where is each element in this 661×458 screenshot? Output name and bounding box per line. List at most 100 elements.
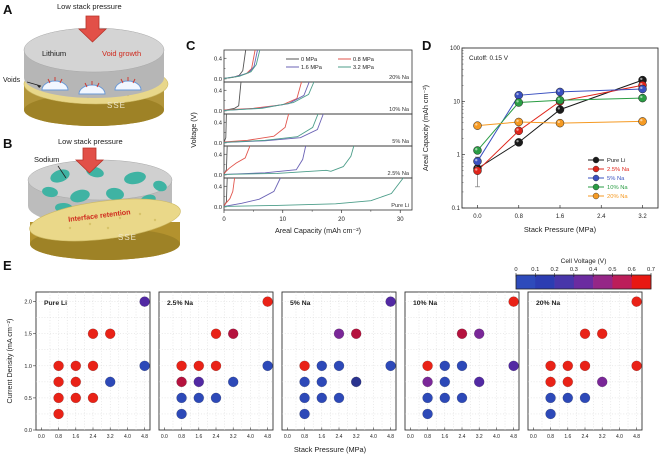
data-point: [473, 166, 482, 175]
x-axis-title: Stack Pressure (MPa): [294, 445, 366, 454]
data-point: [385, 296, 396, 307]
voltage-curve: [223, 145, 251, 174]
colorbar-title: Cell Voltage (V): [561, 258, 607, 265]
data-point: [227, 376, 239, 388]
dendrite-spikes: [47, 77, 136, 88]
x-axis-title: Areal Capacity (mAh cm⁻²): [275, 226, 361, 235]
colorbar-segment: [573, 275, 594, 289]
voltage-curve: [223, 49, 256, 79]
panel-a-void-growth-label: Void growth: [102, 49, 142, 58]
x-tick-label: 3.2: [230, 434, 237, 440]
panel-b-sse-label: SSE: [118, 233, 138, 242]
data-point: [562, 360, 574, 372]
data-point: [70, 360, 82, 372]
data-point: [638, 84, 647, 94]
data-point: [514, 138, 523, 147]
x-tick-label: 4.0: [616, 434, 623, 440]
legend-marker: [592, 156, 600, 164]
data-point: [139, 360, 150, 372]
panel-d-chart: 0.1 1 10 100 0.0 0.8 1.6 2.4 3.2 Cutoff: 0.15 V Pu…: [421, 46, 659, 234]
data-point: [579, 328, 591, 339]
y-axis-title: Areal Capacity (mAh cm⁻²): [421, 85, 430, 171]
data-point: [596, 376, 608, 388]
y-tick-label: 0.4: [214, 56, 223, 62]
colorbar-segment: [593, 275, 613, 289]
data-point: [333, 392, 345, 404]
cutoff-annotation: Cutoff: 0.15 V: [469, 55, 509, 62]
y-tick-label: 0.1: [452, 206, 461, 212]
voltage-curve: [223, 113, 227, 143]
voltage-curve: [223, 145, 355, 175]
x-tick-label: 4.0: [124, 434, 131, 440]
x-tick-label: 1.6: [556, 214, 565, 220]
data-point: [473, 376, 485, 388]
x-tick-label: 0.8: [515, 214, 524, 220]
x-tick-label: 4.8: [387, 434, 394, 440]
x-tick-label: 2.4: [582, 434, 589, 440]
data-point: [631, 360, 642, 372]
subplot-label: 2.5% Na: [388, 171, 410, 177]
data-point: [299, 408, 310, 420]
x-tick-label: 0.8: [547, 434, 554, 440]
y-tick-label: 0.4: [214, 152, 223, 158]
colorbar-segment: [554, 275, 575, 289]
data-point: [350, 328, 362, 339]
data-point: [545, 360, 556, 372]
y-tick-label: 0.0: [214, 173, 222, 179]
colorbar-tick-label: 0.3: [570, 267, 578, 273]
legend-label: 0.8 MPa: [353, 57, 375, 63]
panel-a-sse-label: SSE: [107, 101, 127, 110]
data-point: [53, 392, 64, 404]
subplot-label: 10% Na: [389, 107, 410, 113]
panel-a-art: [23, 15, 169, 126]
data-point: [262, 296, 273, 307]
voltage-curve: [223, 49, 261, 79]
data-point: [439, 360, 451, 372]
data-point: [104, 376, 116, 388]
y-tick-label: 1.5: [24, 332, 32, 338]
plot-frame: [461, 47, 659, 209]
data-point: [193, 376, 205, 388]
data-point: [193, 360, 205, 372]
data-point: [596, 328, 608, 339]
y-tick-label: 2.0: [24, 300, 32, 306]
subplot-label: 5% Na: [392, 139, 410, 145]
data-point: [210, 360, 222, 372]
voltage-curve: [223, 113, 290, 143]
data-point: [545, 408, 556, 420]
data-point: [456, 328, 468, 339]
subplot-label: 20% Na: [389, 75, 410, 81]
pressure-down-arrow-icon: [78, 15, 107, 43]
data-point: [104, 328, 116, 339]
data-point: [299, 376, 310, 388]
voids-pointer-arrow-icon: [26, 81, 42, 88]
x-tick-label: 2.4: [336, 434, 343, 440]
x-tick-label: 2.4: [90, 434, 97, 440]
subplot-label: 5% Na: [290, 300, 311, 307]
x-tick-label: 0.0: [161, 434, 168, 440]
x-tick-label: 4.0: [370, 434, 377, 440]
data-point: [545, 376, 556, 388]
voltage-curve: [223, 145, 307, 175]
data-point: [385, 360, 396, 372]
data-point: [456, 360, 468, 372]
data-point: [176, 408, 187, 420]
panel-c-label: C: [186, 38, 196, 53]
y-tick-label: 0.5: [24, 396, 32, 402]
subplot-label: 20% Na: [536, 300, 560, 307]
data-point: [316, 392, 328, 404]
x-tick-label: 4.8: [264, 434, 271, 440]
data-point: [422, 360, 433, 372]
y-tick-label: 0.0: [214, 77, 222, 83]
data-point: [227, 328, 239, 339]
legend-label: 5% Na: [607, 176, 625, 182]
x-tick-label: 1.6: [195, 434, 202, 440]
data-point: [262, 360, 273, 372]
data-point: [514, 126, 523, 136]
legend-label: 1.6 MPa: [301, 65, 323, 71]
data-point: [562, 376, 574, 388]
y-tick-label: 0.0: [214, 109, 222, 115]
x-tick-label: 20: [338, 217, 345, 223]
data-point: [316, 360, 328, 372]
